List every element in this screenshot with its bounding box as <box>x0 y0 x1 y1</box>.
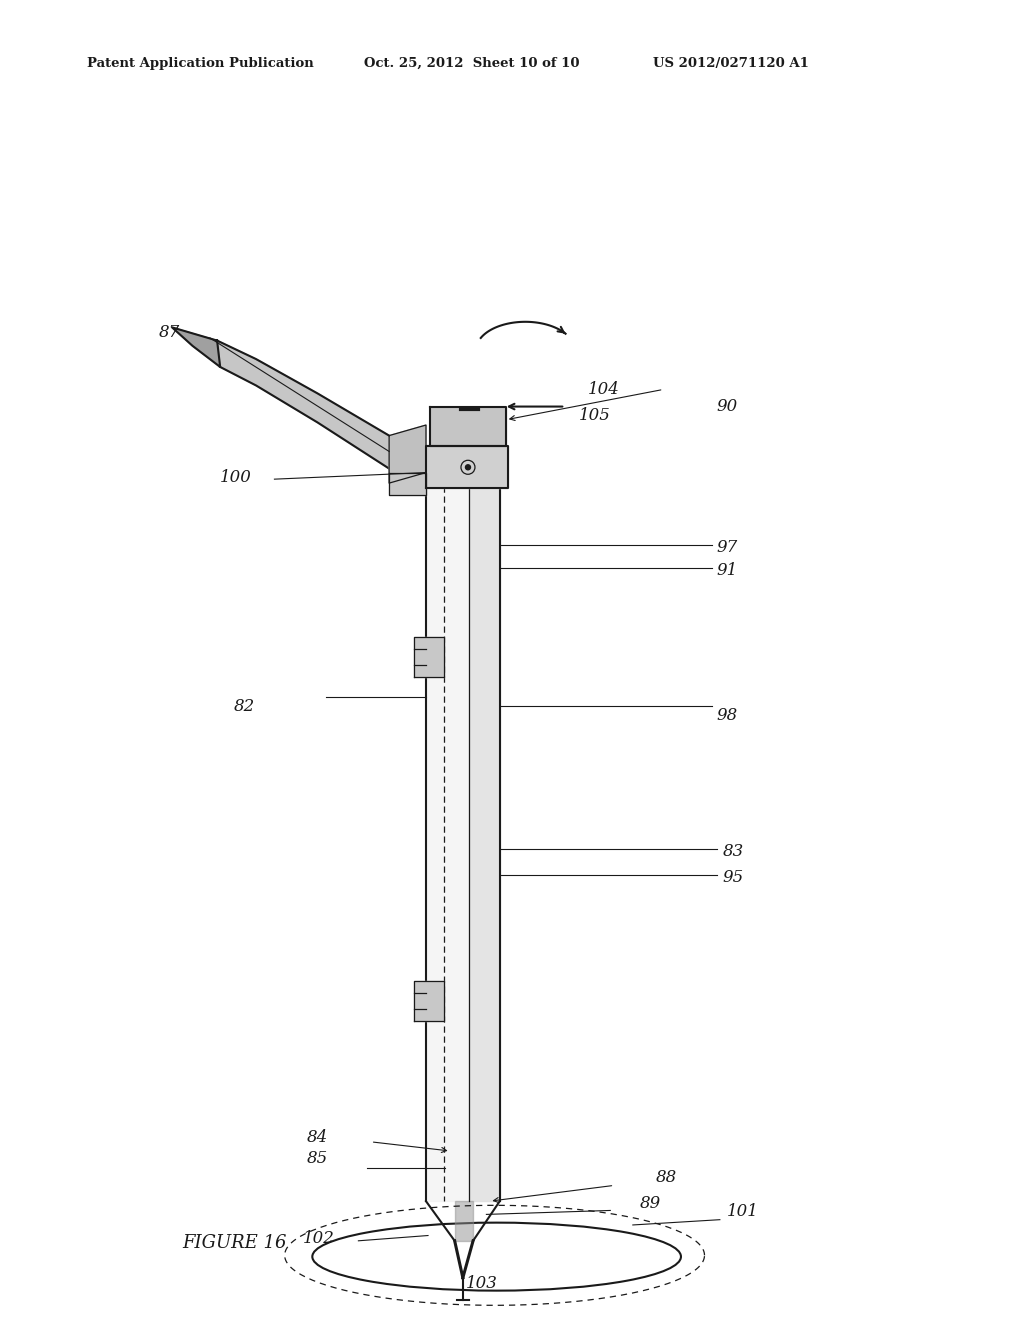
Text: 84: 84 <box>307 1130 329 1146</box>
Text: 89: 89 <box>640 1196 662 1212</box>
Text: 88: 88 <box>655 1170 677 1185</box>
Text: 87: 87 <box>159 325 180 341</box>
Text: 85: 85 <box>307 1151 329 1167</box>
Text: 90: 90 <box>717 399 738 414</box>
Polygon shape <box>455 1201 473 1241</box>
Polygon shape <box>389 425 426 483</box>
Text: 97: 97 <box>717 540 738 556</box>
Text: Patent Application Publication: Patent Application Publication <box>87 57 313 70</box>
Text: 91: 91 <box>717 562 738 578</box>
Polygon shape <box>172 327 220 367</box>
Text: 83: 83 <box>723 843 744 859</box>
Text: 103: 103 <box>466 1275 498 1291</box>
Polygon shape <box>389 473 426 495</box>
Text: 82: 82 <box>233 698 255 714</box>
Text: 101: 101 <box>727 1204 759 1220</box>
Polygon shape <box>414 638 444 677</box>
Polygon shape <box>217 341 426 488</box>
Text: 100: 100 <box>220 470 252 486</box>
Polygon shape <box>414 981 444 1020</box>
Text: 104: 104 <box>588 381 620 397</box>
Text: 105: 105 <box>579 408 610 424</box>
Text: Oct. 25, 2012  Sheet 10 of 10: Oct. 25, 2012 Sheet 10 of 10 <box>364 57 579 70</box>
Polygon shape <box>426 446 508 488</box>
Text: 95: 95 <box>723 870 744 886</box>
Polygon shape <box>430 407 506 446</box>
Circle shape <box>466 465 470 470</box>
Polygon shape <box>469 446 500 1201</box>
Text: 98: 98 <box>717 708 738 723</box>
Text: FIGURE 16: FIGURE 16 <box>182 1234 287 1253</box>
Text: 102: 102 <box>303 1230 335 1246</box>
Polygon shape <box>426 446 500 1201</box>
Text: US 2012/0271120 A1: US 2012/0271120 A1 <box>653 57 809 70</box>
